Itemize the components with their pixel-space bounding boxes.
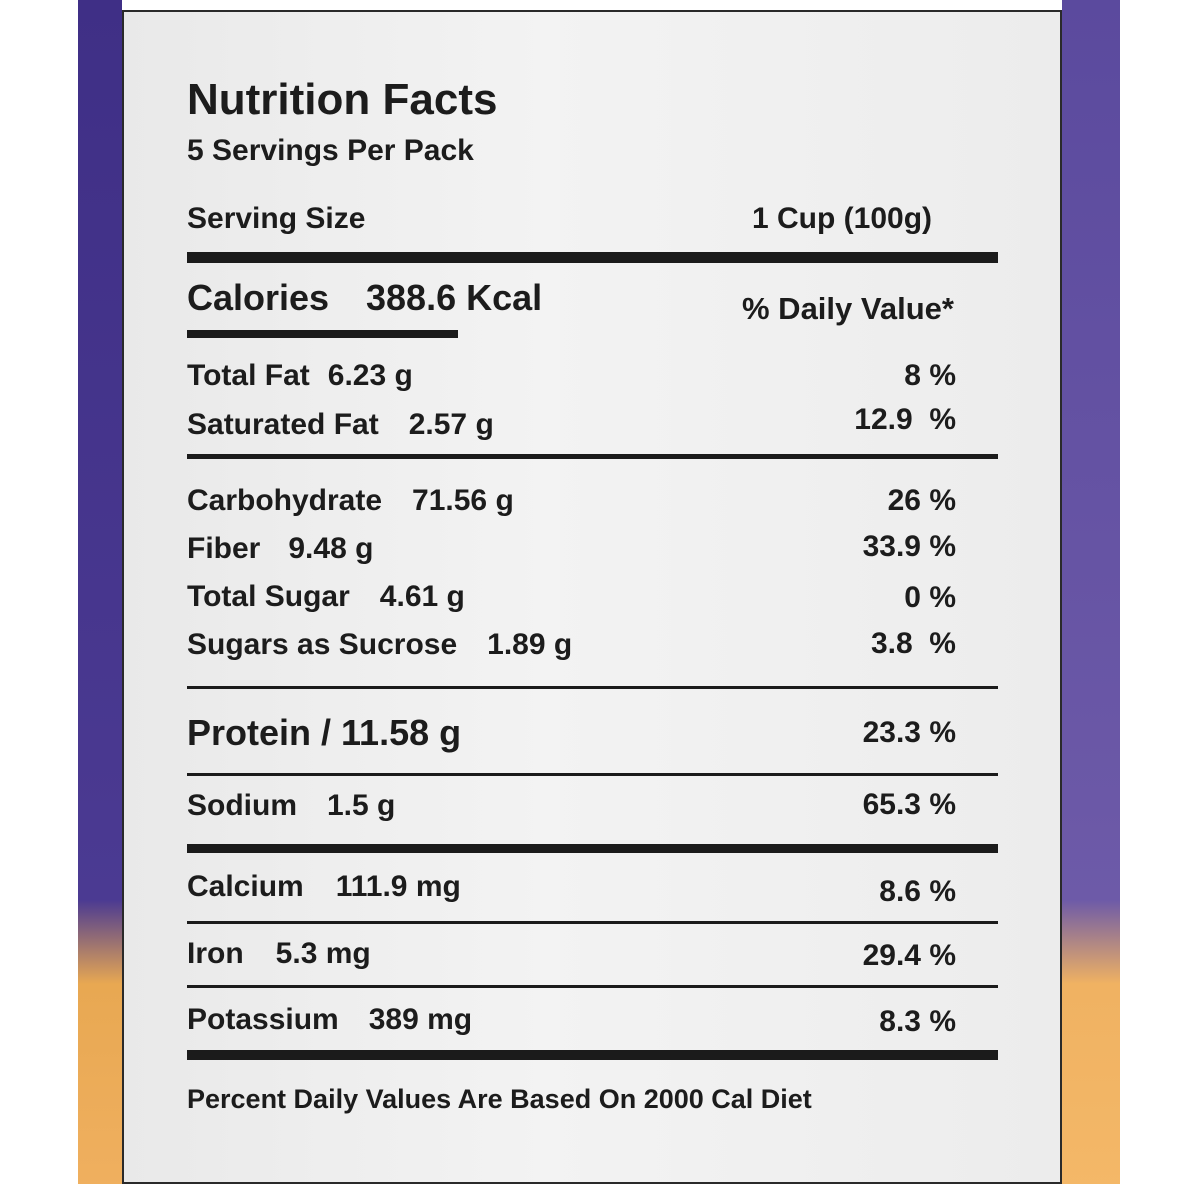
nutrient-name: Fiber (187, 532, 261, 565)
nutrient-amount: 5.3 mg (275, 937, 371, 970)
nutrient-amount: 4.61 g (379, 580, 465, 613)
calories-label: Calories (187, 277, 330, 318)
calories-value: 388.6 Kcal (366, 277, 543, 318)
label-title: Nutrition Facts (187, 75, 498, 124)
nutrient-amount: 1.5 g (327, 789, 396, 822)
dv-calcium: 8.6 % (879, 875, 956, 908)
dv-protein: 23.3 % (862, 716, 956, 749)
dv-saturated-fat: 12.9 % (854, 403, 956, 436)
nutrient-name: Calcium (187, 870, 304, 903)
nutrient-calcium: Calcium 111.9 mg (187, 872, 461, 902)
nutrient-potassium: Potassium 389 mg (187, 1005, 472, 1035)
nutrient-fiber: Fiber 9.48 g (187, 534, 373, 564)
dv-potassium: 8.3 % (879, 1005, 956, 1038)
serving-size-value: 1 Cup (100g) (752, 202, 933, 235)
nutrient-name: Sodium (187, 789, 297, 822)
nutrient-iron: Iron 5.3 mg (187, 939, 371, 969)
dv-fiber: 33.9 % (862, 530, 956, 563)
bottom-margin (0, 1184, 1200, 1200)
dv-sodium: 65.3 % (862, 788, 956, 821)
package-right-edge (1062, 0, 1120, 1200)
serving-size-label: Serving Size (187, 202, 366, 235)
rule-after-protein (187, 773, 998, 776)
rule-after-iron (187, 985, 998, 988)
nutrient-name: Iron (187, 937, 244, 970)
nutrient-amount: 389 mg (368, 1003, 473, 1036)
nutrient-sodium: Sodium 1.5 g (187, 791, 395, 821)
dv-total-sugar: 0 % (904, 581, 956, 614)
thick-rule-mid (187, 844, 998, 853)
nutrient-total-sugar: Total Sugar 4.61 g (187, 582, 465, 612)
nutrient-name: Total Sugar (187, 580, 350, 613)
nutrient-name: Carbohydrate (187, 484, 383, 517)
rule-after-calcium (187, 921, 998, 924)
nutrient-name: Total Fat (187, 359, 310, 392)
dv-carbohydrate: 26 % (887, 484, 956, 517)
rule-after-fat (187, 454, 998, 459)
daily-value-header: % Daily Value* (742, 291, 954, 326)
dv-sugars-as-sucrose: 3.8 % (870, 627, 956, 660)
servings-per-pack: 5 Servings Per Pack (187, 134, 474, 167)
nutrient-total-fat: Total Fat 6.23 g (187, 361, 413, 391)
nutrient-saturated-fat: Saturated Fat 2.57 g (187, 410, 494, 440)
footnote: Percent Daily Values Are Based On 2000 C… (187, 1084, 812, 1114)
nutrient-name: Saturated Fat (187, 408, 379, 441)
nutrient-sugars-as-sucrose: Sugars as Sucrose 1.89 g (187, 630, 572, 660)
calories-underline (187, 330, 458, 338)
nutrient-protein: Protein / 11.58 g (187, 712, 462, 753)
dv-iron: 29.4 % (862, 939, 956, 972)
nutrient-amount: 1.89 g (487, 628, 573, 661)
nutrient-name: Potassium (187, 1003, 339, 1036)
thick-rule-bottom (187, 1050, 998, 1060)
nutrient-name: Sugars as Sucrose (187, 628, 458, 661)
nutrition-label-panel (122, 10, 1062, 1184)
nutrient-amount: 71.56 g (412, 484, 514, 517)
nutrient-amount: 111.9 mg (335, 870, 461, 903)
nutrient-amount: 2.57 g (408, 408, 494, 441)
package-left-edge (78, 0, 122, 1200)
dv-total-fat: 8 % (904, 359, 956, 392)
nutrient-amount: 6.23 g (327, 359, 413, 392)
nutrient-amount: 9.48 g (288, 532, 374, 565)
thick-rule-top (187, 252, 998, 263)
nutrient-carbohydrate: Carbohydrate 71.56 g (187, 486, 514, 516)
rule-after-carbs (187, 686, 998, 689)
